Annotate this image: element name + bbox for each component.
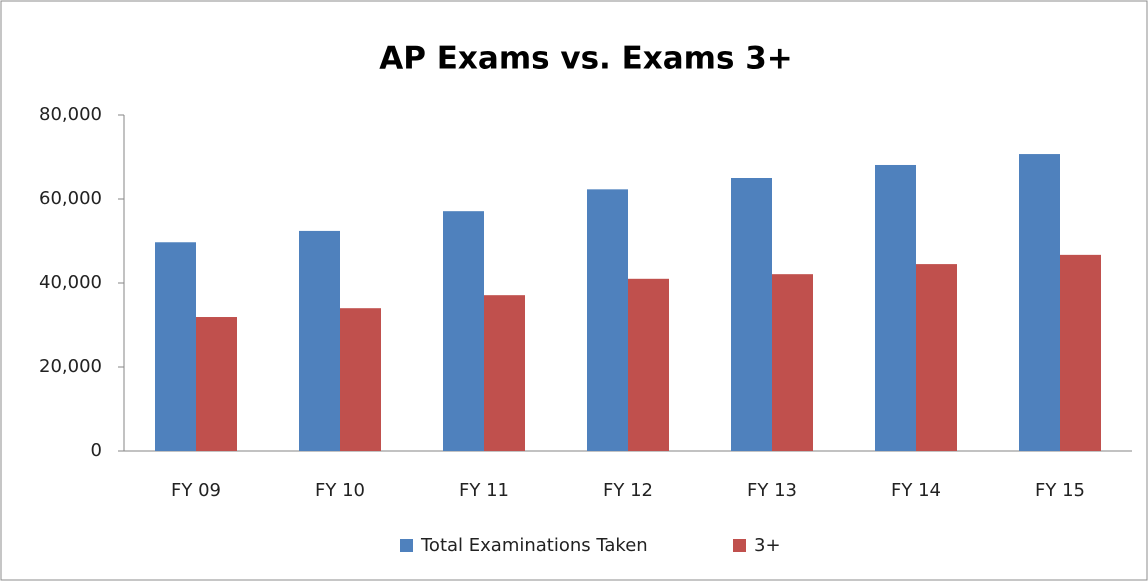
bar — [340, 308, 381, 451]
bar — [772, 274, 813, 451]
bar — [443, 211, 484, 451]
x-tick-label: FY 14 — [891, 480, 941, 501]
bar — [916, 264, 957, 451]
bar — [587, 189, 628, 451]
legend-label: Total Examinations Taken — [420, 535, 648, 556]
y-tick-label: 20,000 — [39, 356, 102, 377]
bar — [731, 178, 772, 451]
bar — [1060, 254, 1101, 451]
x-tick-label: FY 11 — [459, 480, 509, 501]
x-tick-label: FY 10 — [315, 480, 365, 501]
bar — [196, 317, 237, 451]
bar — [875, 164, 916, 452]
y-tick-label: 60,000 — [39, 188, 102, 209]
x-tick-label: FY 12 — [603, 480, 653, 501]
legend-swatch — [733, 539, 746, 552]
y-tick-label: 40,000 — [39, 272, 102, 293]
x-tick-label: FY 15 — [1035, 480, 1085, 501]
bar — [484, 295, 525, 451]
legend-swatch — [400, 539, 413, 552]
legend-label: 3+ — [754, 535, 781, 556]
chart-title: AP Exams vs. Exams 3+ — [379, 41, 793, 77]
bar — [155, 242, 196, 451]
x-tick-label: FY 09 — [171, 480, 221, 501]
bar — [628, 278, 669, 451]
x-tick-label: FY 13 — [747, 480, 797, 501]
y-tick-label: 80,000 — [39, 104, 102, 125]
y-tick-label: 0 — [91, 440, 102, 461]
bar — [299, 230, 340, 451]
bar — [1019, 154, 1060, 451]
